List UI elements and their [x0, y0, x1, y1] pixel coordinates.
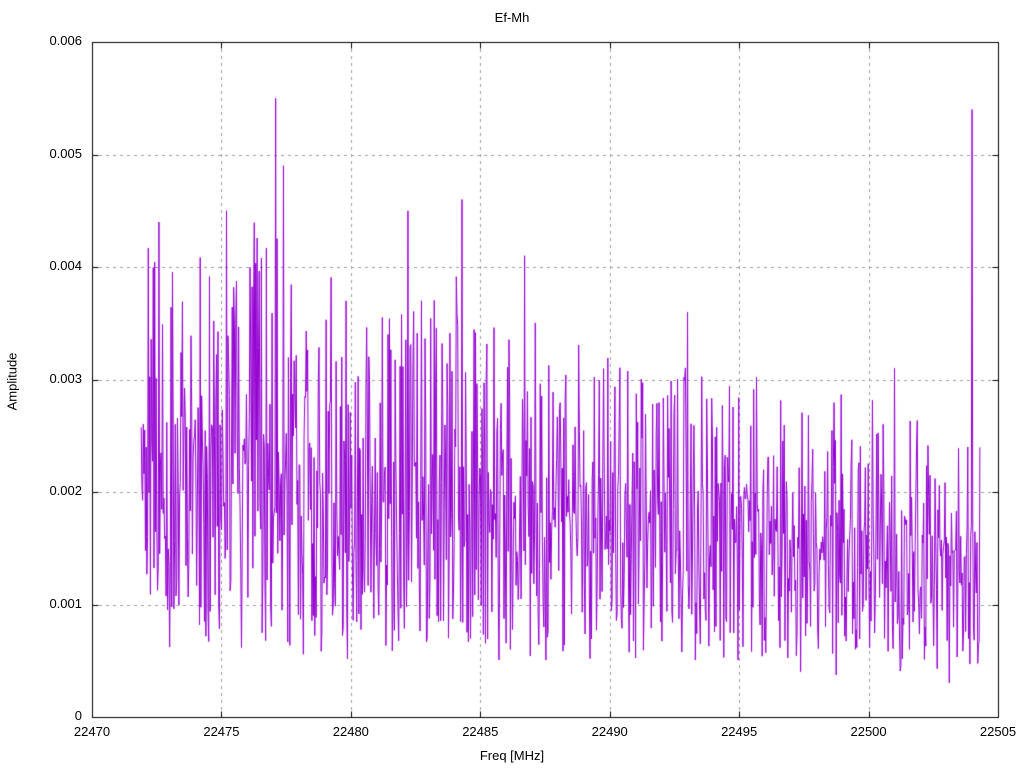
x-tick-label: 22505	[979, 724, 1017, 739]
x-tick-label: 22495	[721, 724, 758, 739]
y-tick-label: 0.006	[49, 33, 82, 48]
chart-title: Ef-Mh	[494, 10, 530, 25]
y-tick-label: 0.001	[49, 595, 82, 611]
y-tick-label: 0.005	[49, 145, 82, 161]
x-tick-label: 22480	[332, 724, 369, 739]
x-tick-label: 22470	[73, 724, 111, 739]
x-tick-label: 22490	[591, 724, 628, 739]
x-tick-label: 22475	[203, 724, 240, 739]
y-tick-label: 0.003	[49, 370, 82, 386]
y-tick-label: 0.002	[49, 483, 82, 498]
y-tick-label: 0	[74, 708, 82, 723]
x-tick-label: 22485	[462, 724, 499, 739]
y-tick-label: 0.004	[49, 258, 82, 273]
x-axis-title: Freq [MHz]	[479, 748, 545, 763]
x-tick-label: 22500	[850, 724, 887, 739]
